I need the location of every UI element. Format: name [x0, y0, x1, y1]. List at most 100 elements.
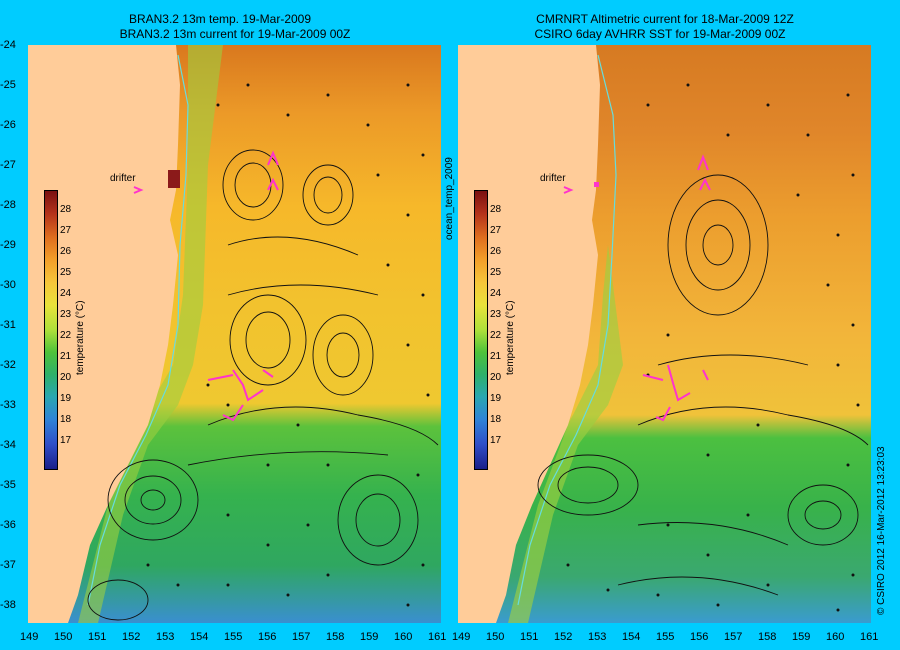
lon-tick: 161 [428, 631, 447, 643]
left-warm-spot [168, 170, 180, 188]
left-colorbar-ticks: 28 27 26 25 24 23 22 21 20 19 18 17 [60, 204, 78, 454]
left-coast-contour [87, 54, 189, 606]
lon-tick: 154 [190, 631, 209, 643]
credit-label: © CSIRO 2012 16-Mar-2012 13:23:03 [876, 446, 887, 615]
left-cb-tick: 18 [60, 414, 72, 425]
left-cb-tick: 20 [60, 372, 72, 383]
left-cb-tick: 23 [60, 309, 72, 320]
lon-axis-left: 149 150 151 152 153 154 155 156 157 158 … [20, 631, 450, 647]
lat-tick: -30 [0, 279, 16, 291]
right-map [458, 45, 871, 623]
right-colorbar [474, 190, 488, 470]
right-colorbar-title: temperature (°C) [505, 300, 516, 375]
left-drifter-tracks [207, 150, 279, 422]
right-land [458, 45, 600, 623]
lat-tick: -25 [0, 79, 16, 91]
lat-axis-left: -24 -25 -26 -27 -28 -29 -30 -31 -32 -33 … [0, 39, 27, 619]
right-map-svg [458, 45, 871, 623]
left-cb-tick: 28 [60, 204, 72, 215]
lon-tick: 152 [122, 631, 141, 643]
left-colorbar [44, 190, 58, 470]
lon-tick: 161 [860, 631, 879, 643]
lat-tick: -37 [0, 559, 16, 571]
right-title-line2: CSIRO 6day AVHRR SST for 19-Mar-2009 00Z [534, 27, 786, 41]
lat-tick: -32 [0, 359, 16, 371]
lat-tick: -33 [0, 399, 16, 411]
left-cb-tick: 17 [60, 435, 72, 446]
right-cb-tick: 27 [490, 225, 502, 236]
right-drifter-marker [563, 186, 574, 194]
left-cb-tick: 22 [60, 330, 72, 341]
right-eddies [537, 174, 869, 596]
left-map-svg [28, 45, 441, 623]
lat-tick: -26 [0, 119, 16, 131]
lon-tick: 151 [520, 631, 539, 643]
left-cb-tick: 27 [60, 225, 72, 236]
right-warm-spot [594, 182, 599, 187]
right-cb-tick: 21 [490, 351, 502, 362]
lon-axis-right: 149 150 151 152 153 154 155 156 157 158 … [452, 631, 882, 647]
right-cb-tick: 17 [490, 435, 502, 446]
lat-tick: -31 [0, 319, 16, 331]
left-cb-tick: 19 [60, 393, 72, 404]
lon-tick: 156 [258, 631, 277, 643]
left-cb-tick: 25 [60, 267, 72, 278]
right-cb-tick: 20 [490, 372, 502, 383]
lon-tick: 156 [690, 631, 709, 643]
lon-tick: 153 [156, 631, 175, 643]
lon-tick: 149 [452, 631, 471, 643]
lat-tick: -28 [0, 199, 16, 211]
lat-tick: -24 [0, 39, 16, 51]
left-shelf-water [78, 45, 223, 623]
right-cb-tick: 18 [490, 414, 502, 425]
lon-tick: 160 [394, 631, 413, 643]
lon-tick: 159 [792, 631, 811, 643]
right-cb-tick: 24 [490, 288, 502, 299]
left-drifter-marker [133, 186, 144, 194]
lon-tick: 155 [656, 631, 675, 643]
left-map [28, 45, 441, 623]
lon-tick: 153 [588, 631, 607, 643]
lon-tick: 157 [724, 631, 743, 643]
lon-tick: 158 [758, 631, 777, 643]
right-cb-tick: 23 [490, 309, 502, 320]
right-current-arrows [566, 83, 860, 612]
lat-tick: -36 [0, 519, 16, 531]
left-cb-tick: 26 [60, 246, 72, 257]
lat-tick: -29 [0, 239, 16, 251]
left-eddies [87, 149, 439, 621]
lat-tick: -38 [0, 599, 16, 611]
lon-tick: 159 [360, 631, 379, 643]
lon-tick: 150 [486, 631, 505, 643]
right-drifter-label: drifter [540, 173, 566, 184]
lon-tick: 150 [54, 631, 73, 643]
lon-tick: 158 [326, 631, 345, 643]
right-shelf-water [508, 245, 623, 623]
left-colorbar-title: temperature (°C) [75, 300, 86, 375]
middle-ocean-label: ocean_temp_2009 [444, 157, 455, 240]
lat-tick: -34 [0, 439, 16, 451]
lon-tick: 152 [554, 631, 573, 643]
right-colorbar-ticks: 28 27 26 25 24 23 22 21 20 19 18 17 [490, 204, 508, 454]
lon-tick: 154 [622, 631, 641, 643]
left-current-arrows [146, 83, 430, 607]
right-drifter-tracks [642, 154, 711, 422]
lon-tick: 155 [224, 631, 243, 643]
lon-tick: 157 [292, 631, 311, 643]
right-cb-tick: 25 [490, 267, 502, 278]
right-cb-tick: 19 [490, 393, 502, 404]
lat-tick: -35 [0, 479, 16, 491]
lon-tick: 151 [88, 631, 107, 643]
left-cb-tick: 24 [60, 288, 72, 299]
lon-tick: 149 [20, 631, 39, 643]
left-cb-tick: 21 [60, 351, 72, 362]
lat-tick: -27 [0, 159, 16, 171]
right-cb-tick: 22 [490, 330, 502, 341]
left-title-line1: BRAN3.2 13m temp. 19-Mar-2009 [128, 12, 312, 26]
right-cb-tick: 26 [490, 246, 502, 257]
right-cb-tick: 28 [490, 204, 502, 215]
right-coast-contour [517, 54, 617, 606]
left-drifter-label: drifter [110, 173, 136, 184]
lon-tick: 160 [826, 631, 845, 643]
left-title-line2: BRAN3.2 13m current for 19-Mar-2009 00Z [119, 27, 351, 41]
